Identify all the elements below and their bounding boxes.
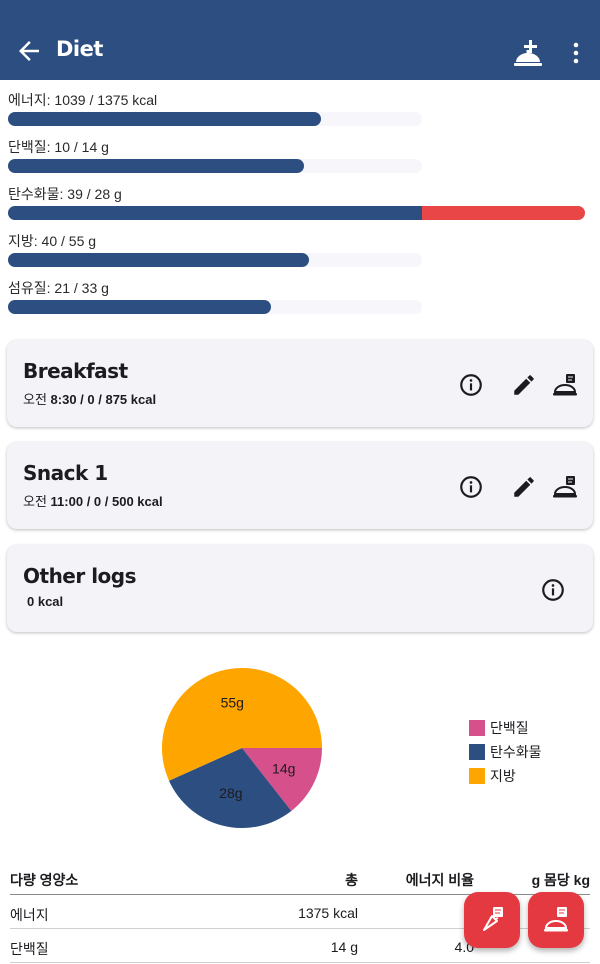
table-cell: 단백질: [10, 941, 49, 957]
progress-fill: [8, 206, 422, 220]
page-title: Diet: [56, 37, 103, 61]
log-ingredient-fab[interactable]: [464, 892, 520, 948]
legend-swatch: [469, 744, 485, 760]
progress-fill: [8, 300, 272, 314]
legend-swatch: [469, 720, 485, 736]
pie-slice: [242, 748, 322, 812]
progress-fill: [8, 159, 304, 173]
table-cell: 1375 kcal: [298, 905, 358, 921]
nutrient-protein: 단백질: 10 / 14 g: [8, 137, 598, 184]
meal-card-breakfast[interactable]: Breakfast 오전 8:30 / 0 / 875 kcal: [7, 340, 593, 427]
meal-subtitle: 오전 8:30 / 0 / 875 kcal: [23, 389, 156, 408]
other-logs-card[interactable]: Other logs 0 kcal: [7, 545, 593, 632]
progress-fill: [8, 112, 321, 126]
nutrient-label: 에너지: 1039 / 1375 kcal: [8, 92, 158, 108]
nutrient-fat: 지방: 40 / 55 g: [8, 231, 598, 278]
legend-label: 단백질: [490, 720, 529, 736]
nutrient-label: 단백질: 10 / 14 g: [8, 139, 109, 155]
log-meal-fab[interactable]: [528, 892, 584, 948]
info-icon[interactable]: [458, 372, 484, 398]
macro-pie-chart: 14g 28g 55g: [162, 668, 322, 828]
nutrient-energy: 에너지: 1039 / 1375 kcal: [8, 90, 598, 137]
meal-subtitle: 오전 11:00 / 0 / 500 kcal: [23, 491, 163, 510]
progress-over-fill: [422, 206, 585, 220]
pie-slice: [162, 668, 322, 781]
nutrient-label: 탄수화물: 39 / 28 g: [8, 186, 122, 202]
nutrient-label: 지방: 40 / 55 g: [8, 233, 97, 249]
column-header: 총: [345, 872, 358, 888]
meal-card-snack-1[interactable]: Snack 1 오전 11:00 / 0 / 500 kcal: [7, 442, 593, 529]
macro-table: 다량 영양소 총 에너지 비율 g 몸당 kg 에너지 1375 kcal 단백…: [10, 860, 590, 963]
legend-item: 단백질: [469, 716, 542, 740]
column-header: 에너지 비율: [405, 872, 474, 888]
meal-time: 8:30 /: [50, 392, 88, 407]
meal-kcal: 0 / 500 kcal: [93, 494, 163, 509]
legend-swatch: [469, 768, 485, 784]
time-prefix: 오전: [23, 392, 51, 407]
legend-label: 지방: [490, 768, 516, 784]
chart-legend: 단백질 탄수화물 지방: [469, 716, 542, 788]
pie-slice-label: 55g: [221, 695, 244, 711]
back-arrow-icon[interactable]: [14, 36, 44, 66]
other-logs-title: Other logs: [23, 564, 137, 588]
legend-item: 탄수화물: [469, 740, 542, 764]
pie-slice: [168, 748, 292, 828]
column-header: 다량 영양소: [10, 872, 79, 888]
log-meal-icon[interactable]: [551, 372, 579, 398]
more-vert-icon[interactable]: [566, 40, 586, 66]
add-meal-icon[interactable]: [512, 38, 544, 68]
meal-name: Breakfast: [23, 359, 128, 383]
nutrient-fiber: 섬유질: 21 / 33 g: [8, 278, 598, 325]
pie-slice-label: 14g: [272, 760, 295, 776]
app-bar: Diet: [0, 0, 600, 80]
info-icon[interactable]: [540, 577, 566, 603]
meal-time: 11:00 /: [50, 494, 94, 509]
edit-icon[interactable]: [511, 474, 537, 500]
log-meal-icon: [544, 907, 568, 932]
carrot-icon: [483, 907, 503, 931]
progress-fill: [8, 253, 310, 267]
meal-kcal: 0 / 875 kcal: [87, 392, 157, 407]
pie-slice-label: 28g: [219, 785, 242, 801]
column-header: g 몸당 kg: [531, 872, 590, 888]
other-logs-kcal: 0 kcal: [27, 594, 64, 609]
legend-item: 지방: [469, 764, 542, 788]
nutrient-carbs: 탄수화물: 39 / 28 g: [8, 184, 598, 231]
nutrient-label: 섬유질: 21 / 33 g: [8, 280, 109, 296]
time-prefix: 오전: [23, 494, 51, 509]
table-cell: 14 g: [330, 939, 358, 955]
edit-icon[interactable]: [511, 372, 537, 398]
info-icon[interactable]: [458, 474, 484, 500]
log-meal-icon[interactable]: [551, 474, 579, 500]
table-row: 에너지 1375 kcal: [10, 895, 590, 929]
meal-name: Snack 1: [23, 461, 108, 485]
table-cell: 에너지: [10, 907, 49, 923]
legend-label: 탄수화물: [490, 744, 542, 760]
nutrient-progress-list: 에너지: 1039 / 1375 kcal 단백질: 10 / 14 g 탄수화…: [8, 90, 598, 325]
table-header: 다량 영양소 총 에너지 비율 g 몸당 kg: [10, 860, 590, 895]
